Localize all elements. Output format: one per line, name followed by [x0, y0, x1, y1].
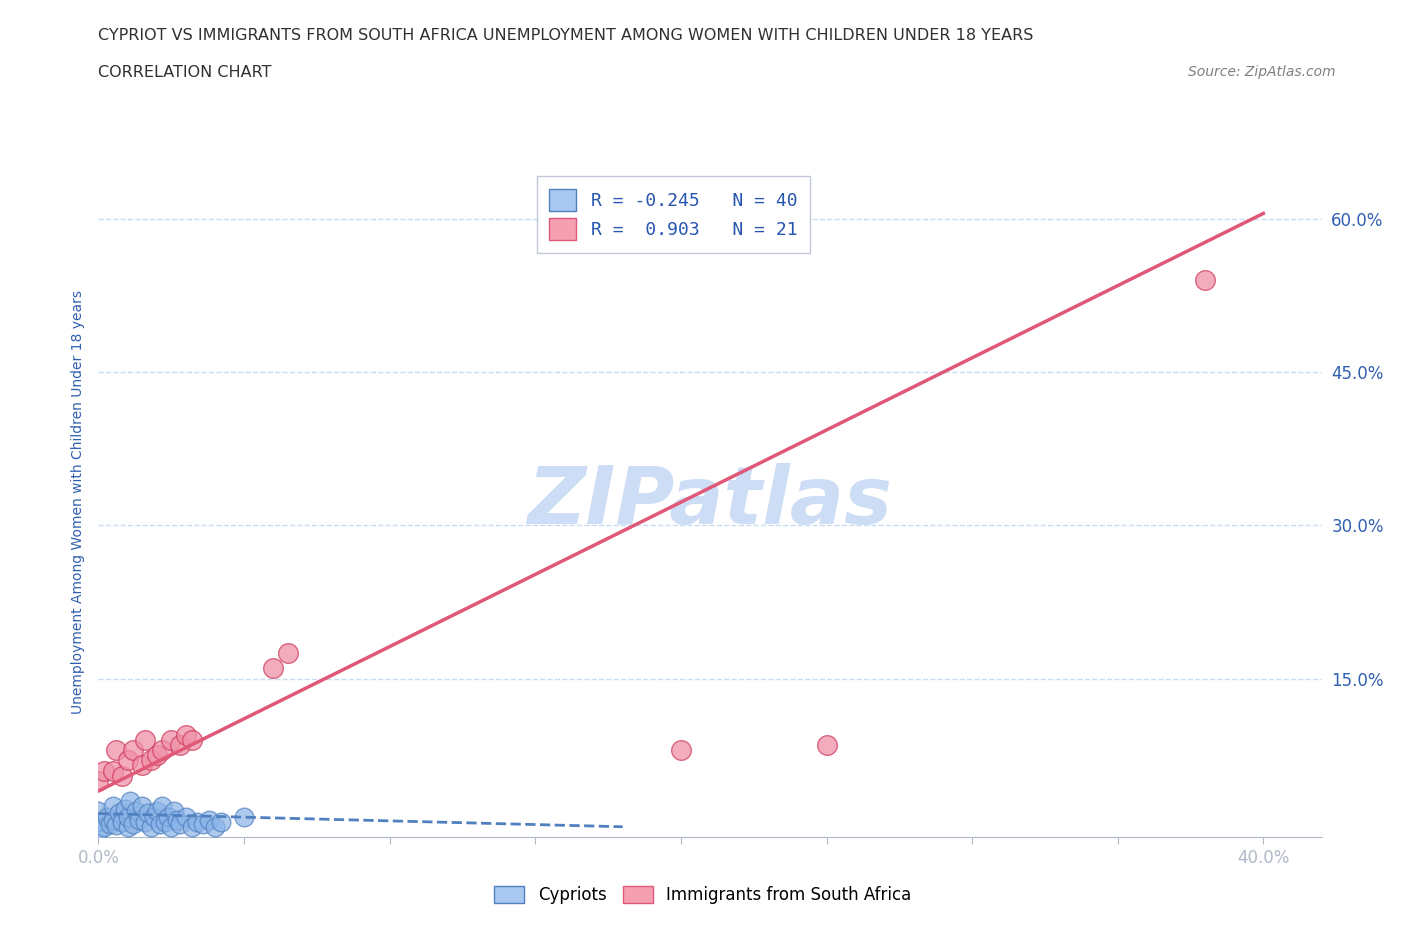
Point — [117, 819, 139, 834]
Point — [169, 737, 191, 752]
Point — [87, 804, 110, 819]
Point — [93, 819, 115, 834]
Point — [174, 809, 197, 824]
Point — [174, 727, 197, 742]
Point — [101, 812, 124, 827]
Point — [125, 804, 148, 819]
Point — [104, 743, 127, 758]
Point — [122, 817, 145, 831]
Y-axis label: Unemployment Among Women with Children Under 18 years: Unemployment Among Women with Children U… — [70, 290, 84, 714]
Point — [122, 743, 145, 758]
Point — [180, 819, 202, 834]
Legend: R = -0.245   N = 40, R =  0.903   N = 21: R = -0.245 N = 40, R = 0.903 N = 21 — [537, 177, 810, 253]
Point — [669, 743, 692, 758]
Text: ZIPatlas: ZIPatlas — [527, 463, 893, 541]
Point — [117, 753, 139, 768]
Point — [152, 743, 174, 758]
Point — [204, 819, 226, 834]
Point — [145, 748, 167, 763]
Point — [139, 753, 162, 768]
Point — [96, 809, 118, 824]
Point — [134, 815, 156, 830]
Point — [277, 645, 299, 660]
Point — [163, 804, 186, 819]
Point — [193, 817, 215, 831]
Point — [101, 764, 124, 778]
Point — [87, 825, 110, 840]
Point — [815, 737, 838, 752]
Point — [160, 819, 183, 834]
Point — [233, 809, 256, 824]
Point — [111, 768, 134, 783]
Point — [114, 802, 136, 817]
Legend: Cypriots, Immigrants from South Africa: Cypriots, Immigrants from South Africa — [486, 878, 920, 912]
Point — [180, 733, 202, 748]
Point — [262, 661, 284, 676]
Point — [169, 817, 191, 831]
Point — [145, 804, 167, 819]
Point — [160, 733, 183, 748]
Point — [131, 758, 153, 773]
Point — [152, 799, 174, 814]
Point — [166, 812, 188, 827]
Point — [117, 809, 139, 824]
Point — [142, 809, 165, 824]
Point — [149, 817, 172, 831]
Point — [198, 812, 221, 827]
Point — [209, 815, 232, 830]
Point — [98, 817, 121, 831]
Point — [139, 819, 162, 834]
Point — [101, 799, 124, 814]
Point — [87, 774, 110, 789]
Point — [155, 815, 177, 830]
Point — [157, 809, 180, 824]
Point — [108, 806, 131, 821]
Point — [136, 806, 159, 821]
Point — [104, 817, 127, 832]
Point — [186, 815, 208, 830]
Point — [93, 764, 115, 778]
Text: CORRELATION CHART: CORRELATION CHART — [98, 65, 271, 80]
Point — [120, 794, 142, 809]
Point — [131, 799, 153, 814]
Point — [128, 812, 150, 827]
Text: CYPRIOT VS IMMIGRANTS FROM SOUTH AFRICA UNEMPLOYMENT AMONG WOMEN WITH CHILDREN U: CYPRIOT VS IMMIGRANTS FROM SOUTH AFRICA … — [98, 28, 1033, 43]
Point — [87, 815, 110, 830]
Point — [134, 733, 156, 748]
Point — [111, 815, 134, 830]
Point — [1194, 272, 1216, 287]
Text: Source: ZipAtlas.com: Source: ZipAtlas.com — [1188, 65, 1336, 79]
